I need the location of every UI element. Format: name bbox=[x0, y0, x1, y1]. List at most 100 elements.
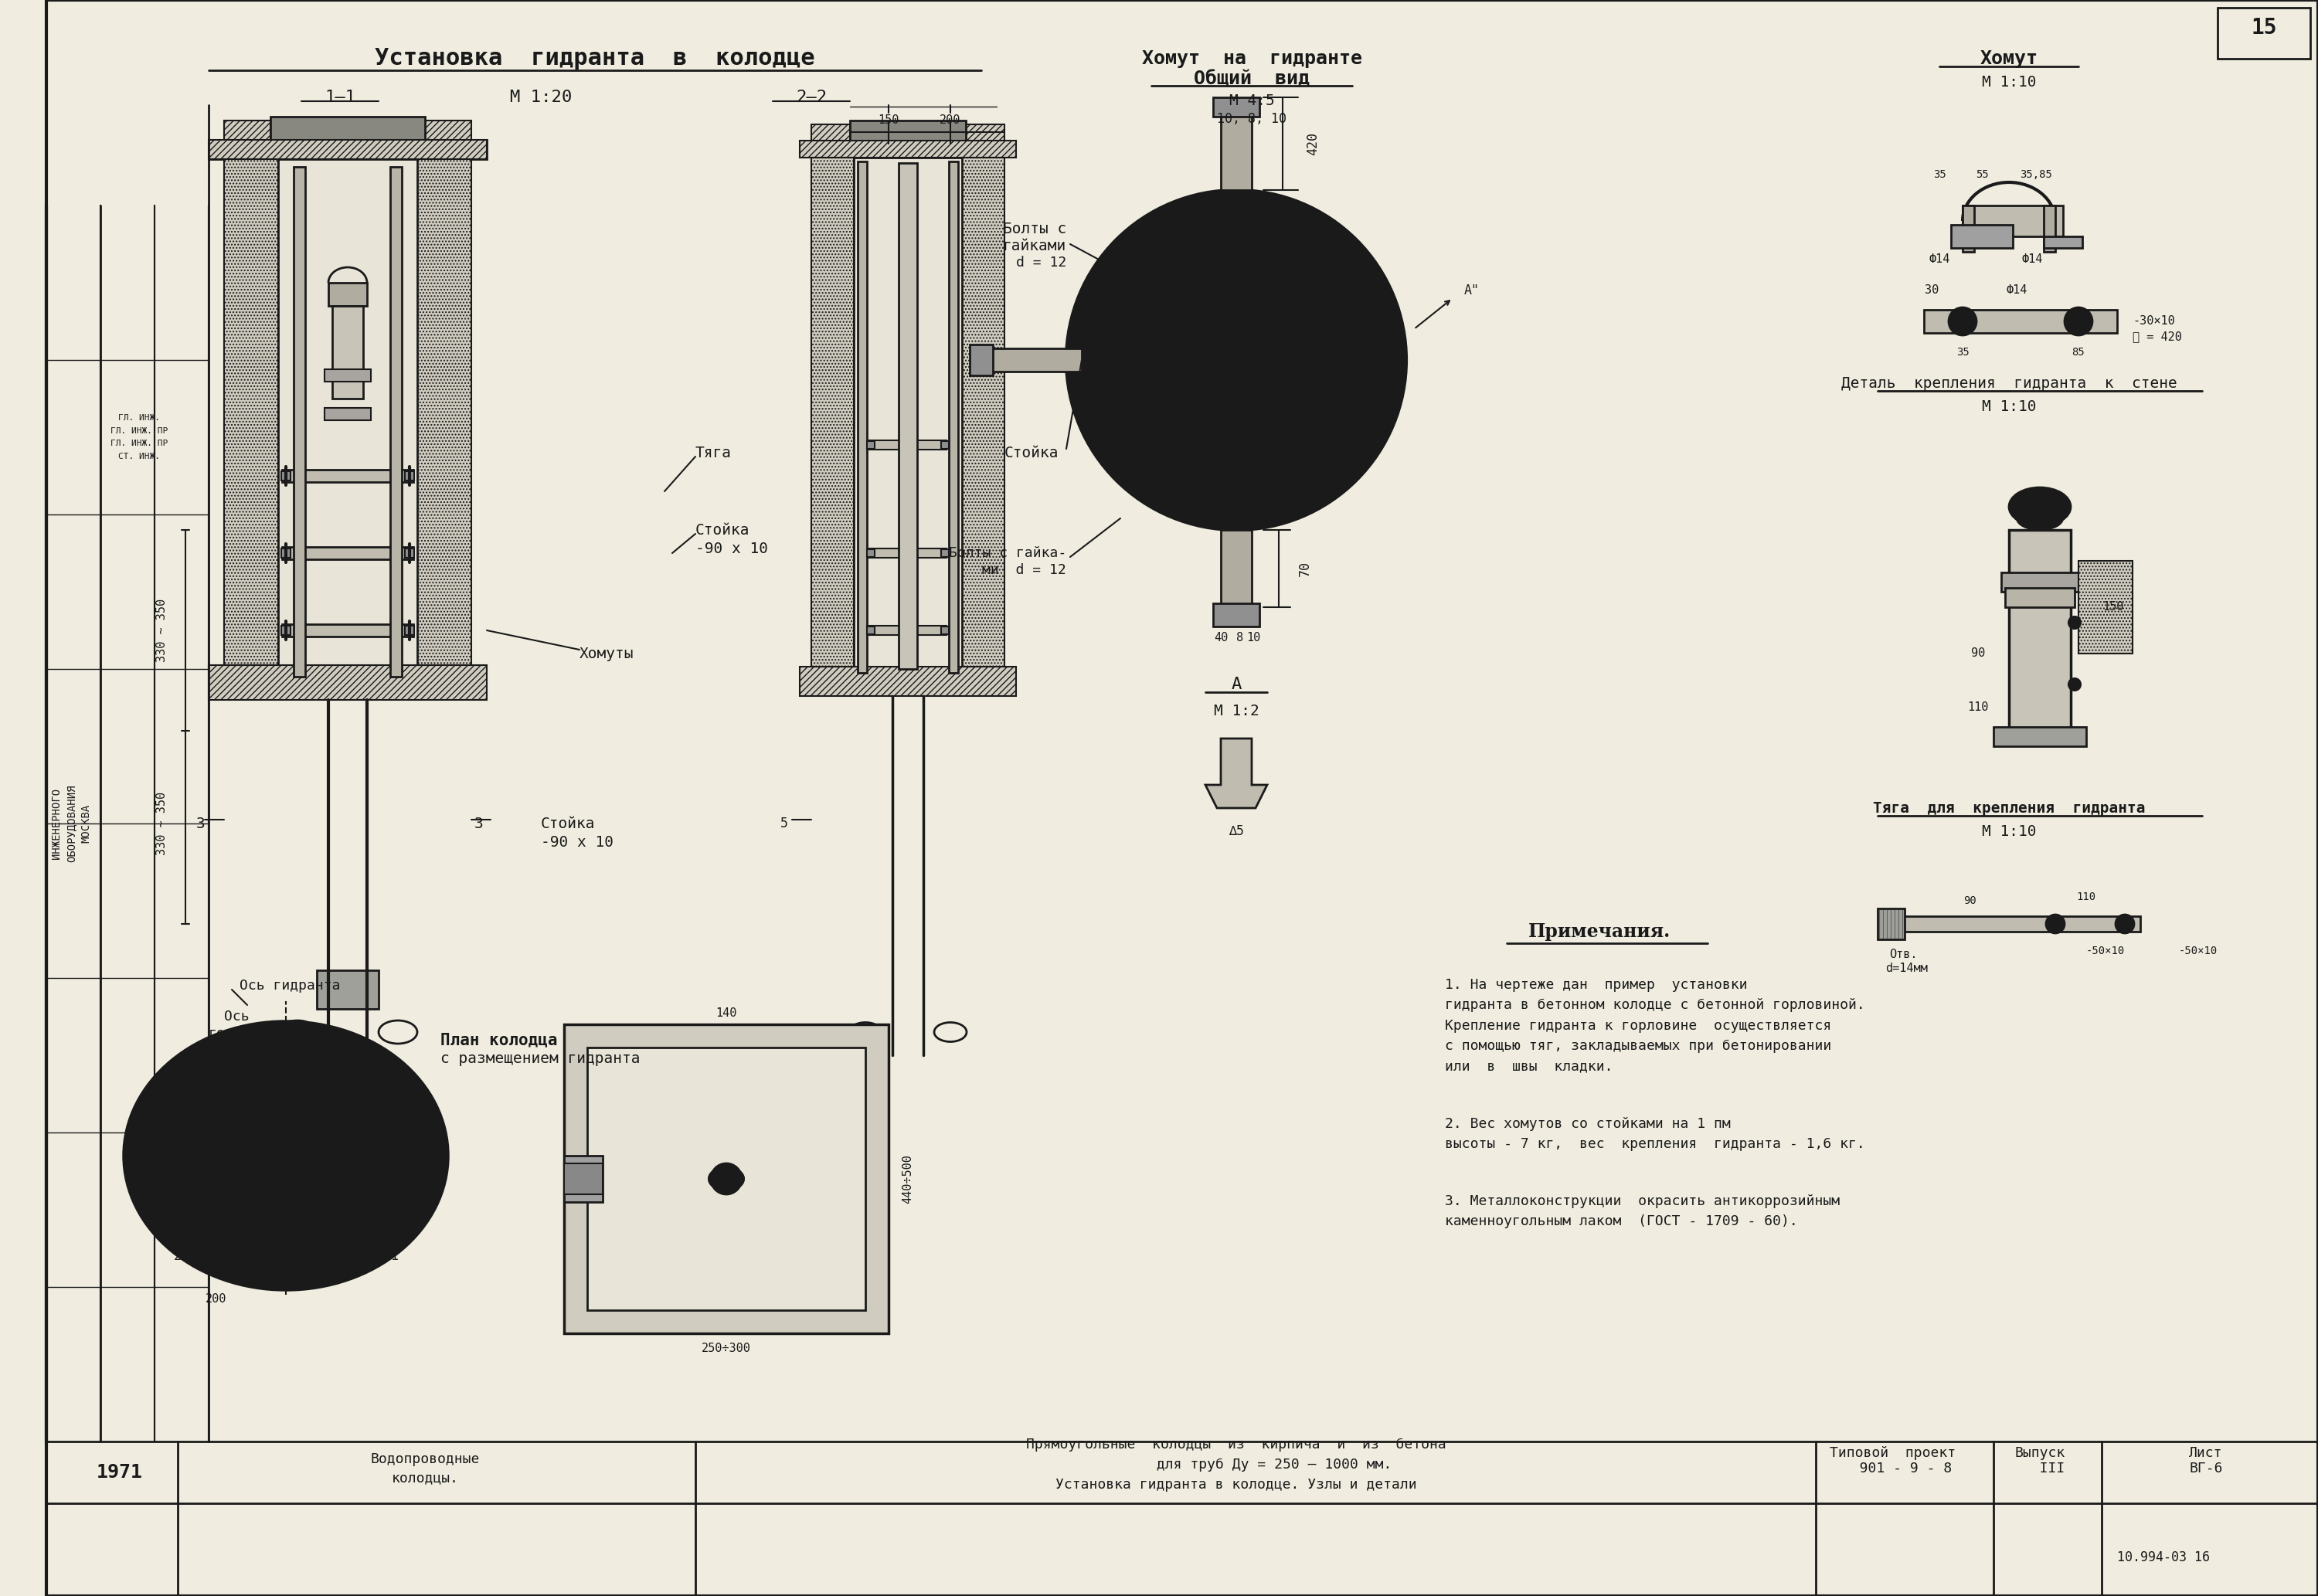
Text: Выпуск
   III: Выпуск III bbox=[2014, 1446, 2065, 1476]
Text: ГЛ. ИНЖ.
ГЛ. ИНЖ. ПР
ГЛ. ИНЖ. ПР
СТ. ИНЖ.: ГЛ. ИНЖ. ГЛ. ИНЖ. ПР ГЛ. ИНЖ. ПР СТ. ИНЖ… bbox=[111, 415, 167, 460]
Bar bbox=[325, 409, 371, 420]
Text: 420: 420 bbox=[1305, 132, 1319, 155]
Text: 40: 40 bbox=[1215, 632, 1229, 643]
Text: ∆5: ∆5 bbox=[1229, 824, 1245, 838]
Text: 110: 110 bbox=[2077, 892, 2095, 902]
Text: Примечания.: Примечания. bbox=[1528, 922, 1671, 942]
Text: 110: 110 bbox=[1968, 702, 1989, 713]
Text: 8: 8 bbox=[1235, 632, 1245, 643]
Bar bbox=[2218, 8, 2311, 59]
Bar bbox=[899, 163, 918, 669]
Text: ИНЖЕНЕРНОГО
ОБОРУДОВАНИЯ
МОСКВА: ИНЖЕНЕРНОГО ОБОРУДОВАНИЯ МОСКВА bbox=[51, 785, 93, 862]
Text: 1: 1 bbox=[216, 1044, 225, 1058]
Bar bbox=[867, 549, 874, 557]
Text: 200: 200 bbox=[939, 115, 962, 126]
Text: 35: 35 bbox=[1933, 169, 1945, 180]
Bar bbox=[969, 345, 992, 375]
Text: Ось гидранта: Ось гидранта bbox=[239, 978, 341, 993]
Bar bbox=[406, 471, 415, 480]
Bar bbox=[563, 1156, 603, 1202]
Circle shape bbox=[1949, 308, 1977, 335]
Text: М 1:2: М 1:2 bbox=[1215, 704, 1259, 718]
Bar bbox=[1222, 530, 1252, 606]
Bar bbox=[1222, 113, 1252, 190]
Text: гайками: гайками bbox=[1004, 238, 1066, 254]
Bar bbox=[1212, 603, 1259, 627]
Bar bbox=[811, 124, 851, 144]
Bar bbox=[1963, 206, 2063, 236]
Bar bbox=[867, 627, 874, 634]
Bar bbox=[990, 348, 1083, 372]
Bar bbox=[811, 158, 853, 669]
Bar bbox=[563, 1025, 888, 1333]
Bar bbox=[283, 624, 413, 637]
Bar bbox=[869, 440, 946, 450]
Bar bbox=[858, 161, 867, 674]
Text: 150: 150 bbox=[879, 115, 899, 126]
Text: План колодца: План колодца bbox=[440, 1033, 556, 1047]
Bar bbox=[2005, 587, 2075, 606]
Text: -50×10: -50×10 bbox=[2179, 945, 2218, 956]
Text: Хомут: Хомут bbox=[1980, 49, 2038, 69]
Text: 2. Вес хомутов со стойками на 1 пм
высоты - 7 кг,  вес  крепления  гидранта - 1,: 2. Вес хомутов со стойками на 1 пм высот… bbox=[1444, 1117, 1866, 1151]
Text: 330 ~ 350: 330 ~ 350 bbox=[158, 792, 167, 855]
Bar bbox=[209, 140, 487, 160]
Bar bbox=[209, 666, 487, 701]
Text: 35,85: 35,85 bbox=[2019, 169, 2051, 180]
Text: А": А" bbox=[1465, 284, 1479, 297]
Bar bbox=[941, 549, 948, 557]
Text: 3: 3 bbox=[197, 816, 206, 832]
Bar bbox=[406, 549, 415, 557]
Circle shape bbox=[267, 1136, 306, 1175]
Text: 55: 55 bbox=[1975, 169, 1989, 180]
Text: Стойка: Стойка bbox=[540, 816, 596, 832]
Text: Деталь  крепления  гидранта  к  стене: Деталь крепления гидранта к стене bbox=[1840, 375, 2177, 391]
Bar bbox=[389, 168, 401, 677]
Text: 2: 2 bbox=[174, 1250, 181, 1262]
Text: -90 х 10: -90 х 10 bbox=[540, 835, 614, 851]
Bar bbox=[941, 440, 948, 448]
Ellipse shape bbox=[1066, 190, 1407, 530]
Bar bbox=[851, 121, 967, 144]
Bar bbox=[1878, 908, 1905, 940]
Text: 85: 85 bbox=[2072, 346, 2084, 358]
Text: 3. Металлоконструкции  окрасить антикоррозийным
каменноугольным лаком  (ГОСТ - 1: 3. Металлоконструкции окрасить антикорро… bbox=[1444, 1194, 1840, 1229]
Text: -30×10: -30×10 bbox=[2133, 316, 2174, 327]
Bar bbox=[1963, 206, 1975, 252]
Ellipse shape bbox=[2017, 508, 2063, 530]
Text: Болты с гайка-: Болты с гайка- bbox=[948, 546, 1066, 560]
Text: Установка  гидранта  в  колодце: Установка гидранта в колодце bbox=[376, 48, 816, 70]
Bar bbox=[967, 124, 1004, 144]
Text: Хомуты: Хомуты bbox=[580, 646, 633, 661]
Text: -50×10: -50×10 bbox=[2086, 945, 2126, 956]
Text: А: А bbox=[1231, 677, 1242, 693]
Text: Хомут  на  гидранте: Хомут на гидранте bbox=[1140, 49, 1363, 69]
Bar bbox=[962, 158, 1004, 669]
Text: ми  d = 12: ми d = 12 bbox=[983, 563, 1066, 578]
Bar bbox=[853, 158, 962, 669]
Circle shape bbox=[2068, 678, 2082, 691]
Text: 70: 70 bbox=[1298, 560, 1312, 576]
Text: 1–1: 1–1 bbox=[325, 89, 355, 105]
Text: 3: 3 bbox=[475, 816, 484, 832]
Text: 15: 15 bbox=[2251, 18, 2276, 38]
Text: М 1:10: М 1:10 bbox=[1982, 75, 2035, 89]
Text: Ось: Ось bbox=[225, 1010, 250, 1023]
Ellipse shape bbox=[1120, 244, 1351, 476]
Bar bbox=[225, 121, 271, 144]
Text: 440÷500: 440÷500 bbox=[902, 1154, 913, 1203]
Bar bbox=[331, 306, 364, 399]
Circle shape bbox=[2065, 308, 2093, 335]
Text: 35: 35 bbox=[1956, 346, 1968, 358]
Text: М 1:10: М 1:10 bbox=[1982, 824, 2035, 838]
Circle shape bbox=[2116, 915, 2135, 934]
Bar bbox=[294, 168, 306, 677]
Circle shape bbox=[2068, 616, 2082, 629]
Bar bbox=[280, 471, 290, 480]
Bar bbox=[563, 1163, 603, 1194]
Text: Отв.: Отв. bbox=[1889, 950, 1917, 961]
Bar bbox=[2044, 236, 2082, 247]
Bar bbox=[209, 140, 487, 160]
Text: 10: 10 bbox=[1247, 632, 1261, 643]
Bar bbox=[325, 369, 371, 381]
